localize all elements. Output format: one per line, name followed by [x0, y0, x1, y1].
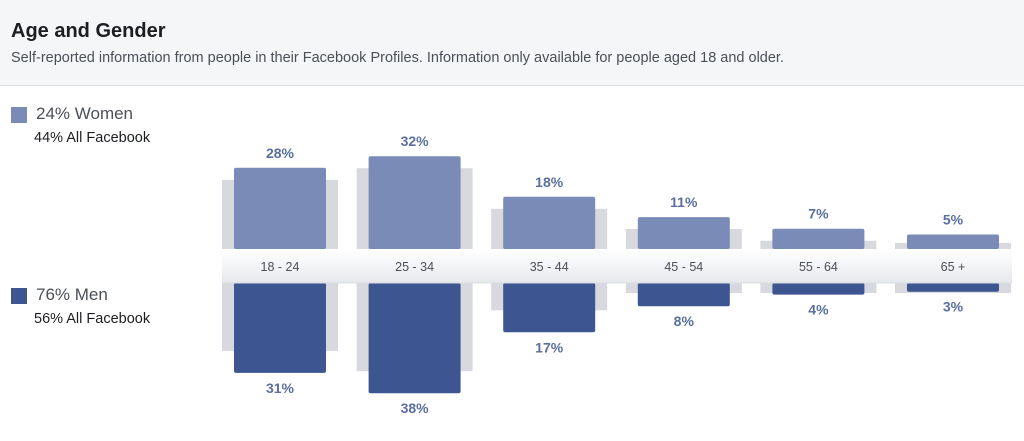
men-value-label: 8% [674, 313, 695, 329]
women-swatch [11, 107, 27, 123]
men-value-label: 3% [943, 299, 964, 315]
age-category-label: 25 - 34 [395, 260, 434, 274]
men-bar[interactable] [503, 283, 596, 333]
legend-men-all-facebook: 56% All Facebook [34, 311, 151, 327]
age-category-label: 55 - 64 [799, 260, 838, 274]
women-value-label: 28% [266, 145, 295, 161]
men-value-label: 38% [401, 400, 430, 416]
legend-women-all-facebook: 44% All Facebook [34, 130, 151, 146]
women-bar[interactable] [907, 234, 999, 250]
women-value-label: 11% [670, 194, 698, 210]
women-bar[interactable] [234, 167, 326, 249]
women-bar[interactable] [772, 228, 865, 249]
women-value-label: 5% [943, 212, 964, 228]
women-value-label: 32% [401, 133, 430, 149]
men-value-label: 4% [808, 302, 829, 318]
legend-men-label: 76% Men [36, 285, 108, 304]
women-bar[interactable] [503, 196, 596, 249]
women-bar[interactable] [637, 217, 730, 249]
men-bar[interactable] [637, 283, 730, 307]
section-title: Age and Gender [11, 20, 166, 42]
legend-women-label: 24% Women [36, 104, 134, 123]
header: Age and Gender Self-reported information… [0, 0, 1024, 86]
men-bar[interactable] [772, 283, 865, 295]
men-value-label: 31% [266, 380, 295, 396]
women-value-label: 7% [808, 206, 829, 222]
men-bar[interactable] [907, 283, 999, 292]
men-bar[interactable] [368, 283, 461, 394]
age-category-label: 35 - 44 [530, 260, 569, 274]
category-axis-band [222, 249, 1012, 283]
women-bar[interactable] [368, 156, 461, 249]
age-category-label: 18 - 24 [261, 260, 300, 274]
women-value-label: 18% [535, 174, 564, 190]
men-swatch [11, 288, 27, 304]
men-value-label: 17% [535, 339, 564, 355]
section-subtitle: Self-reported information from people in… [11, 50, 784, 66]
men-bar[interactable] [234, 283, 326, 373]
age-category-label: 65 + [941, 260, 966, 274]
age-category-label: 45 - 54 [664, 260, 703, 274]
